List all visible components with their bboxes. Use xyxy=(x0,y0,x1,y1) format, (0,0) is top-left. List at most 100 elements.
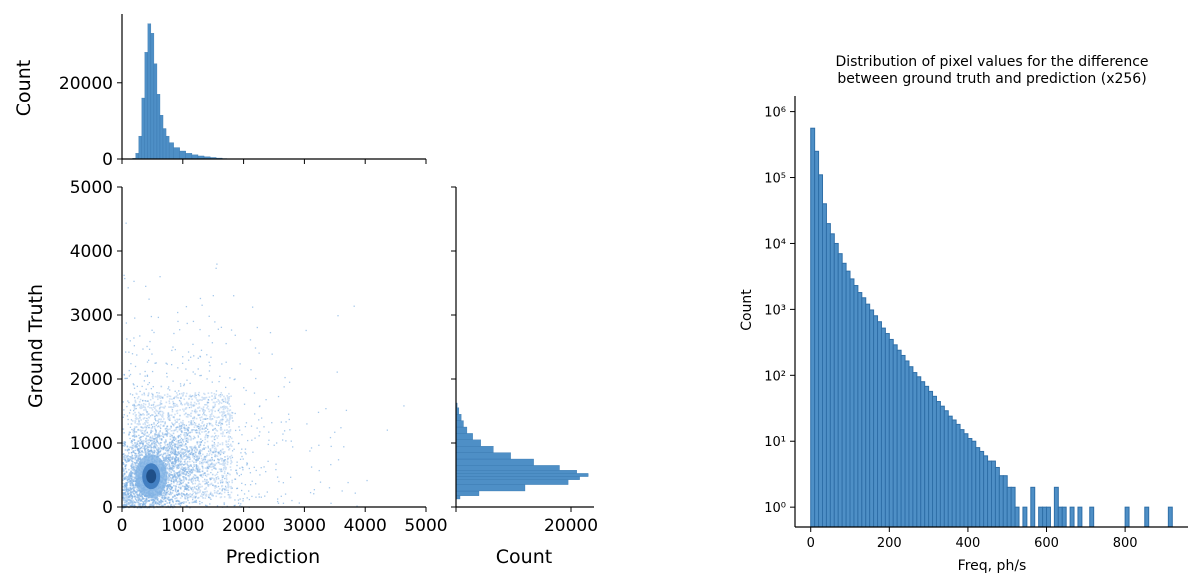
heatmap-cell xyxy=(134,411,136,414)
heatmap-point xyxy=(156,422,159,425)
difference-bar xyxy=(1057,506,1063,528)
heatmap-cell xyxy=(165,429,168,432)
heatmap-cell xyxy=(135,446,138,448)
heatmap-cell xyxy=(167,445,170,448)
heatmap-cell xyxy=(155,439,158,442)
heatmap-cell xyxy=(158,410,161,413)
heatmap-cell xyxy=(222,416,224,418)
heatmap-cell xyxy=(182,479,184,482)
heatmap-cell xyxy=(203,488,206,491)
heatmap-cell xyxy=(174,474,176,477)
heatmap-cell xyxy=(161,413,164,416)
heatmap-cell xyxy=(135,426,138,428)
heatmap-cell xyxy=(156,448,158,451)
heatmap-cell xyxy=(144,423,147,426)
heatmap-cell xyxy=(140,429,143,432)
heatmap-cell xyxy=(174,488,177,491)
heatmap-cell xyxy=(159,420,162,423)
heatmap-cell xyxy=(223,411,226,414)
heatmap-point xyxy=(144,503,146,506)
heatmap-cell xyxy=(160,402,163,405)
heatmap-cell xyxy=(150,429,152,432)
heatmap-cell xyxy=(170,471,173,474)
heatmap-cell xyxy=(132,488,135,490)
heatmap-point xyxy=(135,407,137,410)
heatmap-point xyxy=(242,467,244,469)
heatmap-cell xyxy=(159,435,161,438)
heatmap-cell xyxy=(182,422,185,424)
heatmap-cell xyxy=(187,485,189,488)
heatmap-cell xyxy=(187,468,190,471)
heatmap-cell xyxy=(211,409,214,411)
heatmap-cell xyxy=(146,411,149,414)
heatmap-point xyxy=(175,456,177,458)
heatmap-cell xyxy=(196,459,198,462)
heatmap-cell xyxy=(132,447,134,449)
heatmap-cell xyxy=(186,403,189,406)
heatmap-cell xyxy=(128,472,131,474)
heatmap-cell xyxy=(172,400,174,403)
heatmap-point xyxy=(163,489,166,492)
heatmap-cell xyxy=(185,415,188,418)
heatmap-cell xyxy=(186,463,189,466)
heatmap-cell xyxy=(179,483,182,486)
difference-bar xyxy=(884,333,890,528)
heatmap-cell xyxy=(213,451,216,454)
heatmap-cell xyxy=(229,417,231,420)
heatmap-cell xyxy=(185,474,187,476)
heatmap-cell xyxy=(174,449,176,452)
heatmap-xlabel: Prediction xyxy=(226,546,320,568)
heatmap-point xyxy=(221,422,223,425)
heatmap-cell xyxy=(194,454,197,456)
heatmap-point xyxy=(197,459,199,461)
heatmap-cell xyxy=(181,423,184,425)
heatmap-point xyxy=(222,452,225,455)
heatmap-cell xyxy=(196,459,198,461)
heatmap-point xyxy=(138,500,140,502)
heatmap-point xyxy=(164,503,166,505)
heatmap-cell xyxy=(210,409,213,411)
heatmap-point xyxy=(123,443,126,445)
heatmap-cell xyxy=(148,446,150,449)
heatmap-cell xyxy=(130,477,132,479)
heatmap-cell xyxy=(207,485,210,488)
heatmap-cell xyxy=(166,395,169,398)
heatmap-cell xyxy=(180,494,183,497)
heatmap-point xyxy=(251,439,253,441)
heatmap-point xyxy=(176,474,179,476)
heatmap-point xyxy=(204,504,207,506)
heatmap-cell xyxy=(223,491,226,494)
difference-ylabel: Count xyxy=(739,289,755,331)
heatmap-cell xyxy=(221,474,223,477)
heatmap-point xyxy=(256,326,258,329)
heatmap-point xyxy=(249,339,252,341)
heatmap-cell xyxy=(166,471,168,474)
heatmap-cell xyxy=(139,492,141,495)
heatmap-cell xyxy=(180,502,182,504)
difference-bar xyxy=(991,460,996,528)
heatmap-cell xyxy=(194,448,196,450)
heatmap-cell xyxy=(128,492,131,495)
heatmap-cell xyxy=(134,472,136,474)
heatmap-cell xyxy=(229,409,232,411)
heatmap-point xyxy=(219,375,221,377)
heatmap-cell xyxy=(175,485,177,488)
heatmap-cell xyxy=(178,452,180,454)
heatmap-cell xyxy=(186,494,189,497)
heatmap-cell xyxy=(125,488,127,490)
heatmap-cell xyxy=(230,395,232,397)
heatmap-cell xyxy=(174,413,176,416)
heatmap-cell xyxy=(148,402,150,405)
heatmap-cell xyxy=(175,491,178,494)
heatmap-cell xyxy=(159,426,161,429)
heatmap-point xyxy=(229,377,231,379)
heatmap-cell xyxy=(206,453,209,455)
heatmap-point xyxy=(145,499,147,501)
heatmap-point xyxy=(192,469,195,471)
heatmap-point xyxy=(141,385,143,388)
heatmap-cell xyxy=(168,406,170,408)
heatmap-cell xyxy=(181,468,184,471)
heatmap-cell xyxy=(184,497,187,500)
heatmap-point xyxy=(201,439,204,442)
heatmap-cell xyxy=(181,485,184,487)
